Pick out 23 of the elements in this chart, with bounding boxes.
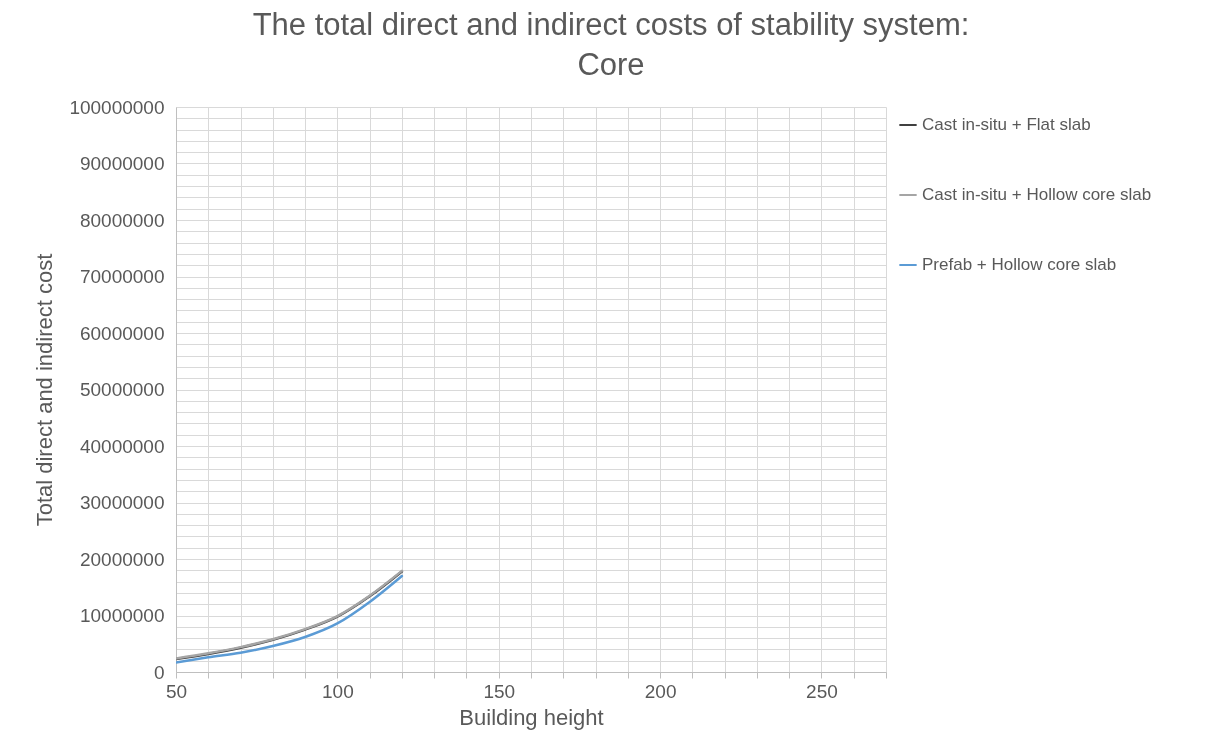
legend-label: Prefab + Hollow core slab	[922, 255, 1117, 274]
x-tick-label: 250	[806, 680, 838, 702]
x-axis-title: Building height	[459, 704, 604, 730]
y-tick-label: 80000000	[79, 209, 165, 231]
text: Core	[577, 47, 645, 82]
y-tick-label: 10000000	[79, 605, 165, 626]
y-tick-label: 70000000	[79, 266, 165, 287]
x-tick-label: 200	[644, 680, 677, 702]
legend-label: Cast in-situ + Hollow core slab	[922, 185, 1152, 204]
x-tick-label: 150	[483, 680, 516, 702]
y-tick-label: 60000000	[79, 322, 165, 344]
y-tick-label: 20000000	[79, 548, 165, 570]
y-tick-label: 100000000	[69, 96, 165, 118]
y-tick-label: 0	[153, 661, 165, 683]
y-tick-label: 30000000	[79, 492, 165, 513]
text: The total direct and indirect costs of stability system:	[252, 7, 970, 42]
y-tick-label: 90000000	[79, 153, 165, 174]
x-tick-label: 100	[322, 680, 354, 702]
legend-label: Cast in-situ + Flat slab	[922, 115, 1091, 134]
y-tick-label: 40000000	[79, 435, 165, 457]
y-axis-title: Total direct and indirect cost	[32, 253, 58, 527]
x-tick-label: 50	[165, 680, 188, 702]
y-tick-label: 50000000	[79, 379, 165, 400]
